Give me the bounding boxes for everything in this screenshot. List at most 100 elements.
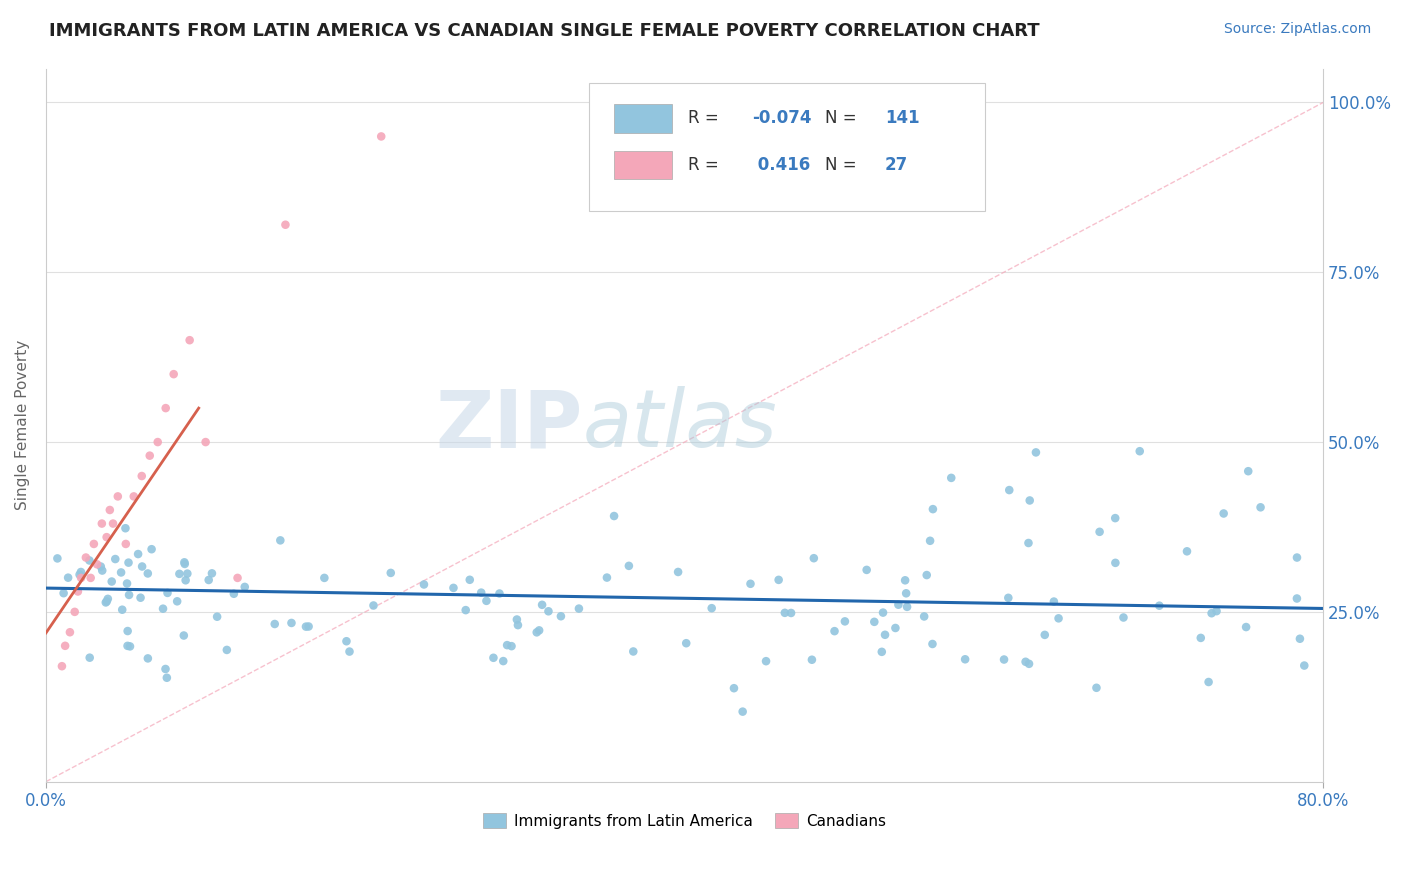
Point xyxy=(1198,675,1220,690)
Point xyxy=(169,566,191,581)
Point xyxy=(110,566,132,580)
Point xyxy=(129,591,152,605)
Point xyxy=(75,550,97,565)
Text: R =: R = xyxy=(689,156,718,174)
Point xyxy=(194,435,217,450)
Text: atlas: atlas xyxy=(582,386,778,464)
Point xyxy=(222,587,245,601)
Point xyxy=(1088,524,1111,539)
Point xyxy=(70,571,93,585)
Point xyxy=(1285,591,1308,606)
Point xyxy=(96,530,118,544)
Point xyxy=(1043,594,1066,608)
Point xyxy=(215,643,238,657)
Point xyxy=(146,435,169,450)
Point xyxy=(114,537,136,551)
Point xyxy=(156,671,179,685)
Point xyxy=(894,574,917,588)
Point xyxy=(156,586,179,600)
Point xyxy=(79,571,101,585)
Point xyxy=(179,333,201,347)
Point xyxy=(863,615,886,629)
Text: 27: 27 xyxy=(884,156,908,174)
Point xyxy=(1250,500,1272,515)
Point xyxy=(872,606,894,620)
Point xyxy=(700,601,723,615)
Point xyxy=(912,609,935,624)
Point xyxy=(56,571,79,585)
Point xyxy=(506,618,529,632)
Point xyxy=(69,567,91,582)
FancyBboxPatch shape xyxy=(614,104,672,133)
Point xyxy=(173,555,195,569)
Point xyxy=(53,639,76,653)
Point xyxy=(506,613,529,627)
Point xyxy=(1085,681,1108,695)
Point xyxy=(1112,610,1135,624)
Point xyxy=(1104,511,1126,525)
Point xyxy=(118,640,141,654)
Point xyxy=(114,521,136,535)
Point xyxy=(100,574,122,589)
Text: -0.074: -0.074 xyxy=(752,110,811,128)
Point xyxy=(136,566,159,581)
Point xyxy=(269,533,291,548)
Point xyxy=(118,588,141,602)
Point xyxy=(173,628,195,642)
Point xyxy=(1234,620,1257,634)
Text: N =: N = xyxy=(825,110,856,128)
Point xyxy=(834,615,856,629)
Point xyxy=(314,571,336,585)
Text: N =: N = xyxy=(825,156,856,174)
Point xyxy=(96,594,118,608)
Point xyxy=(780,606,803,620)
Text: IMMIGRANTS FROM LATIN AMERICA VS CANADIAN SINGLE FEMALE POVERTY CORRELATION CHAR: IMMIGRANTS FROM LATIN AMERICA VS CANADIA… xyxy=(49,22,1040,40)
Point xyxy=(803,551,825,566)
Point xyxy=(675,636,697,650)
Legend: Immigrants from Latin America, Canadians: Immigrants from Latin America, Canadians xyxy=(477,806,893,835)
Point xyxy=(873,628,896,642)
Point xyxy=(117,624,139,638)
Point xyxy=(413,577,436,591)
Point xyxy=(531,598,554,612)
Point xyxy=(1018,657,1040,671)
Point xyxy=(94,595,117,609)
Point xyxy=(155,662,177,676)
Point xyxy=(1175,544,1198,558)
Point xyxy=(496,638,519,652)
Point xyxy=(363,599,385,613)
Point xyxy=(173,557,195,571)
Point xyxy=(205,609,228,624)
Point xyxy=(501,639,523,653)
Text: 141: 141 xyxy=(884,110,920,128)
Point xyxy=(97,591,120,606)
Point xyxy=(1017,536,1039,550)
Y-axis label: Single Female Poverty: Single Female Poverty xyxy=(15,340,30,510)
Point xyxy=(1201,606,1223,620)
Point xyxy=(174,574,197,588)
Point xyxy=(921,637,943,651)
Point xyxy=(155,401,177,416)
Point xyxy=(603,509,626,524)
Point xyxy=(115,576,138,591)
Point xyxy=(488,586,510,600)
Point xyxy=(226,571,249,585)
Point xyxy=(896,599,918,614)
Point xyxy=(1294,658,1316,673)
Point xyxy=(915,568,938,582)
Point xyxy=(666,565,689,579)
Point xyxy=(755,654,778,668)
Point xyxy=(800,653,823,667)
Point xyxy=(993,652,1015,666)
Point xyxy=(70,565,93,579)
Point xyxy=(617,558,640,573)
Point xyxy=(1129,444,1152,458)
Point xyxy=(90,516,112,531)
Point xyxy=(1025,445,1047,459)
Point xyxy=(953,652,976,666)
Point xyxy=(470,585,492,599)
Point xyxy=(233,580,256,594)
Point xyxy=(63,605,86,619)
Point xyxy=(127,547,149,561)
Point xyxy=(1289,632,1312,646)
